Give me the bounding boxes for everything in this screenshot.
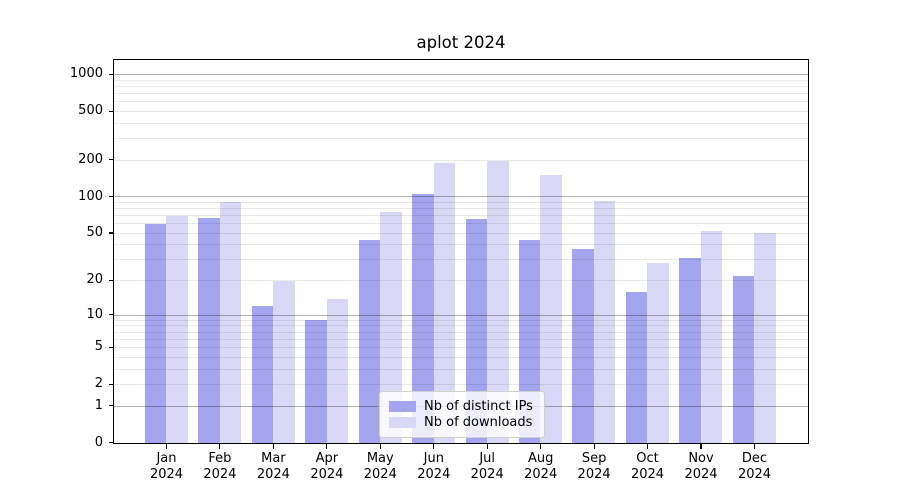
x-tick-label: Sep 2024 — [577, 451, 611, 482]
gridline-minor — [114, 215, 808, 217]
gridline-minor — [114, 208, 808, 209]
y-tick-label: 20 — [86, 272, 103, 288]
bar-distinct-ips — [679, 258, 701, 443]
x-tick-mark — [433, 444, 435, 449]
gridline-minor — [114, 201, 808, 203]
x-tick-mark — [700, 444, 702, 449]
gridline-major — [114, 73, 808, 75]
legend: Nb of distinct IPs Nb of downloads — [379, 391, 545, 438]
x-tick-mark — [593, 444, 595, 449]
legend-label-downloads: Nb of downloads — [424, 415, 533, 430]
bar-downloads — [273, 280, 295, 443]
bar-downloads — [754, 233, 776, 443]
y-tick-label: 100 — [78, 188, 103, 204]
x-tick-label: May 2024 — [363, 451, 397, 482]
bar-downloads — [433, 163, 456, 443]
gridline-major — [114, 196, 808, 198]
bar-distinct-ips — [144, 223, 167, 443]
bar-downloads — [326, 298, 349, 443]
gridline-minor — [114, 122, 808, 124]
bar-downloads — [700, 231, 723, 443]
y-tick-label: 500 — [78, 103, 103, 119]
x-tick-label: Jan 2024 — [149, 451, 184, 482]
x-tick-mark — [540, 444, 542, 449]
legend-item-distinct-ips: Nb of distinct IPs — [389, 399, 544, 414]
x-tick-mark — [272, 444, 274, 449]
bar-downloads — [647, 263, 669, 443]
x-tick-label: Jul 2024 — [470, 451, 504, 482]
gridline-minor — [114, 101, 808, 103]
x-tick-mark — [486, 444, 488, 449]
bar-downloads — [380, 211, 402, 443]
x-tick-label: Apr 2024 — [310, 451, 344, 482]
x-tick-mark — [753, 444, 756, 449]
plot-area — [113, 59, 809, 444]
x-tick-label: Aug 2024 — [524, 451, 558, 482]
x-tick-label: Feb 2024 — [203, 451, 237, 482]
x-tick-label: Oct 2024 — [630, 451, 665, 482]
y-tick-label: 1 — [94, 397, 103, 413]
gridline-minor — [114, 85, 808, 87]
y-tick-mark — [108, 405, 113, 407]
y-tick-label: 2 — [94, 376, 103, 392]
y-tick-mark — [108, 346, 113, 348]
x-tick-label: Jun 2024 — [417, 451, 451, 482]
x-tick-label: Dec 2024 — [737, 451, 772, 482]
bar-downloads — [166, 215, 188, 443]
x-tick-mark — [165, 444, 168, 449]
y-tick-mark — [108, 383, 113, 385]
bar-downloads — [219, 202, 242, 443]
chart-title: aplot 2024 — [416, 33, 506, 52]
y-tick-mark — [108, 196, 113, 198]
bar-downloads — [540, 175, 562, 443]
x-tick-label: Nov 2024 — [684, 451, 718, 482]
y-tick-mark — [108, 279, 113, 281]
x-tick-mark — [646, 444, 649, 449]
y-tick-mark — [108, 159, 113, 161]
y-tick-mark — [108, 110, 113, 112]
y-tick-label: 1000 — [69, 66, 103, 82]
y-tick-label: 0 — [94, 434, 103, 450]
bar-distinct-ips — [572, 248, 594, 443]
gridline-minor — [114, 92, 808, 94]
bar-distinct-ips — [198, 217, 220, 443]
y-tick-label: 10 — [86, 306, 103, 322]
gridline-minor — [114, 159, 808, 161]
bar-downloads — [593, 200, 616, 443]
x-tick-label: Mar 2024 — [256, 451, 290, 482]
y-tick-label: 50 — [86, 225, 103, 240]
y-tick-label: 200 — [78, 151, 103, 167]
gridline-minor — [114, 110, 808, 112]
bar-distinct-ips — [358, 239, 381, 443]
bar-distinct-ips — [251, 306, 274, 443]
y-tick-mark — [108, 73, 113, 75]
gridline-minor — [114, 138, 808, 139]
legend-swatch-distinct-ips — [389, 401, 416, 412]
x-tick-mark — [326, 444, 328, 449]
legend-swatch-downloads — [389, 417, 416, 428]
gridline-minor — [114, 79, 808, 81]
x-tick-mark — [219, 444, 221, 449]
y-tick-mark — [108, 232, 113, 234]
bar-distinct-ips — [465, 218, 487, 443]
bar-distinct-ips — [625, 291, 648, 443]
bar-distinct-ips — [412, 193, 434, 443]
bar-distinct-ips — [305, 320, 327, 443]
y-tick-mark — [108, 314, 113, 316]
bar-downloads — [487, 161, 509, 443]
y-tick-mark — [108, 442, 113, 444]
legend-label-distinct-ips: Nb of distinct IPs — [424, 399, 533, 414]
x-tick-mark — [379, 444, 381, 449]
legend-item-downloads: Nb of downloads — [389, 415, 544, 430]
y-tick-label: 5 — [94, 339, 103, 355]
bar-distinct-ips — [732, 275, 755, 443]
